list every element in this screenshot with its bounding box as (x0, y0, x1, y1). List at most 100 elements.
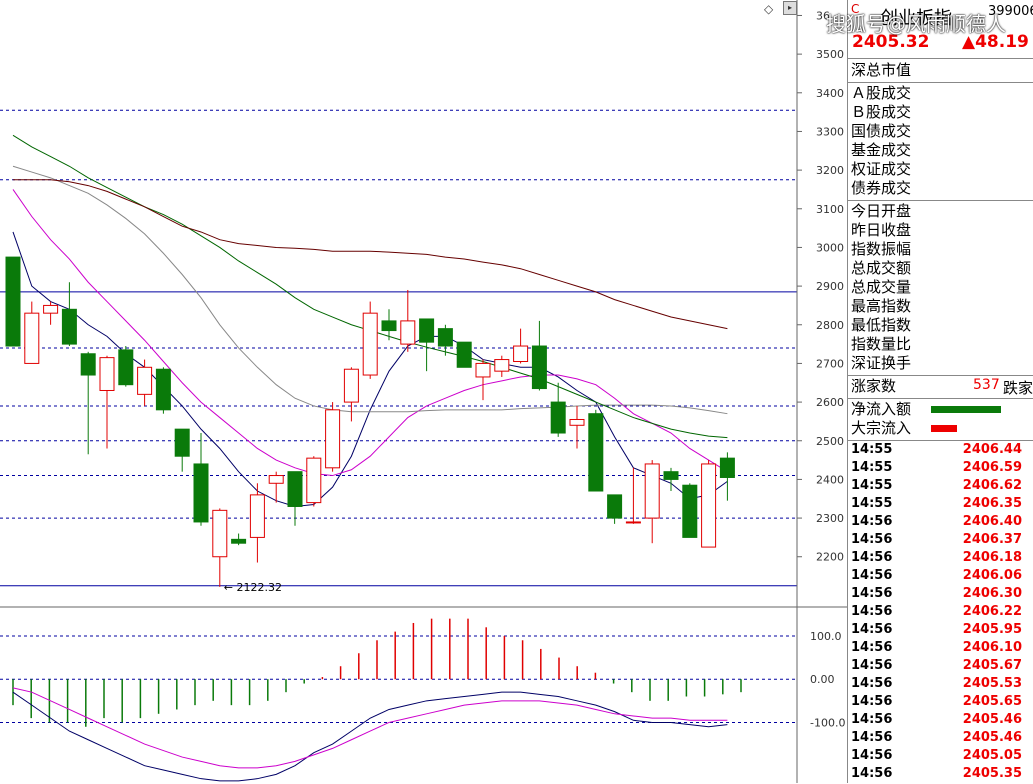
panel-divider-5 (848, 440, 1033, 441)
candle-26 (494, 355, 510, 377)
tick-row: 14:56 2405.05 (848, 748, 1033, 766)
tick-row: 14:56 2405.53 (848, 676, 1033, 694)
candle-14 (268, 471, 284, 503)
candle-28 (531, 320, 547, 391)
candle-9 (174, 428, 190, 472)
candle-32 (607, 494, 623, 524)
quote-header: C 创业板指 399006 2405.32 ▲48.19 (848, 0, 1033, 59)
tick-time: 14:55 (851, 478, 893, 493)
stat-label-0: 今日开盘 (851, 202, 912, 220)
tick-price: 2406.22 (962, 604, 1022, 619)
tick-row: 14:56 2406.06 (848, 568, 1033, 586)
candle-19 (362, 301, 378, 379)
y-tick-label-2: 2400 (816, 473, 844, 486)
tick-time: 14:56 (851, 550, 893, 565)
tick-time: 14:56 (851, 730, 893, 745)
watermark: 搜狐号@风雨顺德人 (826, 12, 1006, 36)
y-tick-label-9: 3100 (816, 203, 844, 216)
tick-price: 2405.05 (962, 748, 1022, 763)
y-tick-label-13: 3500 (816, 48, 844, 61)
candle-10 (193, 433, 209, 526)
decline-label: 跌家 (1003, 379, 1033, 397)
candles[interactable] (5, 256, 735, 587)
tick-row: 14:56 2406.30 (848, 586, 1033, 604)
tick-row: 14:55 2406.59 (848, 460, 1033, 478)
tick-price: 2405.67 (962, 658, 1022, 673)
macd-dea-line (12, 687, 728, 769)
tick-time: 14:56 (851, 712, 893, 727)
candle-31 (588, 409, 604, 492)
tick-row: 14:56 2406.18 (848, 550, 1033, 568)
tick-price: 2406.10 (962, 640, 1022, 655)
turnover-label-1: Ｂ股成交 (851, 103, 912, 121)
tick-time: 14:56 (851, 586, 893, 601)
candle-17 (325, 402, 341, 472)
price-change: ▲48.19 (962, 32, 1029, 52)
macd-tick-label-2: -100.0 (810, 716, 845, 729)
tick-price: 2405.95 (962, 622, 1022, 637)
macd-tick-label-0: 100.0 (810, 630, 842, 643)
candle-6 (118, 346, 134, 387)
tick-price: 2405.65 (962, 694, 1022, 709)
candle-37 (701, 460, 717, 548)
tick-row: 14:56 2406.40 (848, 514, 1033, 532)
candle-7 (137, 359, 153, 406)
diamond-icon[interactable]: ◇ (764, 2, 774, 16)
tick-row: 14:55 2406.44 (848, 442, 1033, 460)
min-annotation: ← 2122.32 (224, 581, 282, 594)
tick-time: 14:56 (851, 766, 893, 781)
panel-divider-4 (848, 398, 1033, 399)
stat-label-5: 最高指数 (851, 297, 912, 315)
tick-row: 14:56 2405.67 (848, 658, 1033, 676)
price-axis: 2200 2300 2400 2500 2600 2700 2800 2900 3000 3100… (224, 9, 844, 593)
candle-22 (419, 318, 435, 372)
tick-time: 14:56 (851, 514, 893, 529)
index-code: 399006 (988, 4, 1033, 19)
macd-panel: 100.0 0.00 -100.0 (0, 618, 845, 782)
y-tick-label-3: 2500 (816, 435, 844, 448)
candle-25 (475, 359, 491, 401)
tick-row: 14:56 2406.37 (848, 532, 1033, 550)
tick-price: 2406.35 (962, 496, 1022, 511)
tick-price: 2406.30 (962, 586, 1022, 601)
y-tick-label-11: 3300 (816, 125, 844, 138)
tick-time: 14:56 (851, 640, 893, 655)
y-tick-label-0: 2200 (816, 551, 844, 564)
y-tick-label-10: 3200 (816, 164, 844, 177)
ma-line-2 (12, 165, 728, 415)
y-tick-label-4: 2600 (816, 396, 844, 409)
tick-row: 14:56 2405.46 (848, 730, 1033, 748)
tick-row: 14:56 2405.95 (848, 622, 1033, 640)
candle-27 (513, 328, 529, 364)
kline-chart[interactable]: 100.0 0.00 -100.0 2200 2300 2400 2500 2600 2700… (0, 0, 847, 783)
blockflow-bar (931, 425, 957, 432)
candle-29 (550, 382, 566, 437)
turnover-label-3: 基金成交 (851, 141, 912, 159)
candle-36 (682, 483, 698, 538)
candle-16 (306, 456, 322, 507)
main-grid (0, 109, 797, 587)
last-price: 2405.32 (852, 32, 930, 52)
tick-time: 14:55 (851, 460, 893, 475)
ma-line-1 (12, 189, 728, 477)
netflow-label: 净流入额 (851, 400, 912, 418)
candle-15 (287, 471, 303, 526)
tick-row: 14:55 2406.62 (848, 478, 1033, 496)
quote-panel: C 创业板指 399006 2405.32 ▲48.19 深总市值 Ａ股成交 Ｂ股成… (847, 0, 1033, 783)
candle-8 (155, 367, 171, 414)
y-tick-label-1: 2300 (816, 512, 844, 525)
macd-tick-label-1: 0.00 (810, 673, 835, 686)
tick-price: 2405.53 (962, 676, 1022, 691)
y-tick-label-7: 2900 (816, 280, 844, 293)
turnover-label-5: 债券成交 (851, 179, 912, 197)
y-tick-label-14: 36 (816, 9, 830, 22)
field-label-0: 深总市值 (851, 61, 912, 79)
y-tick-label-5: 2700 (816, 357, 844, 370)
candle-3 (61, 282, 77, 347)
tick-row: 14:56 2406.10 (848, 640, 1033, 658)
tick-time: 14:56 (851, 568, 893, 583)
scroll-arrow-icon[interactable]: ▸ (783, 1, 797, 15)
panel-divider-1 (848, 82, 1033, 83)
tick-time: 14:56 (851, 748, 893, 763)
c-mark: C (851, 2, 860, 16)
